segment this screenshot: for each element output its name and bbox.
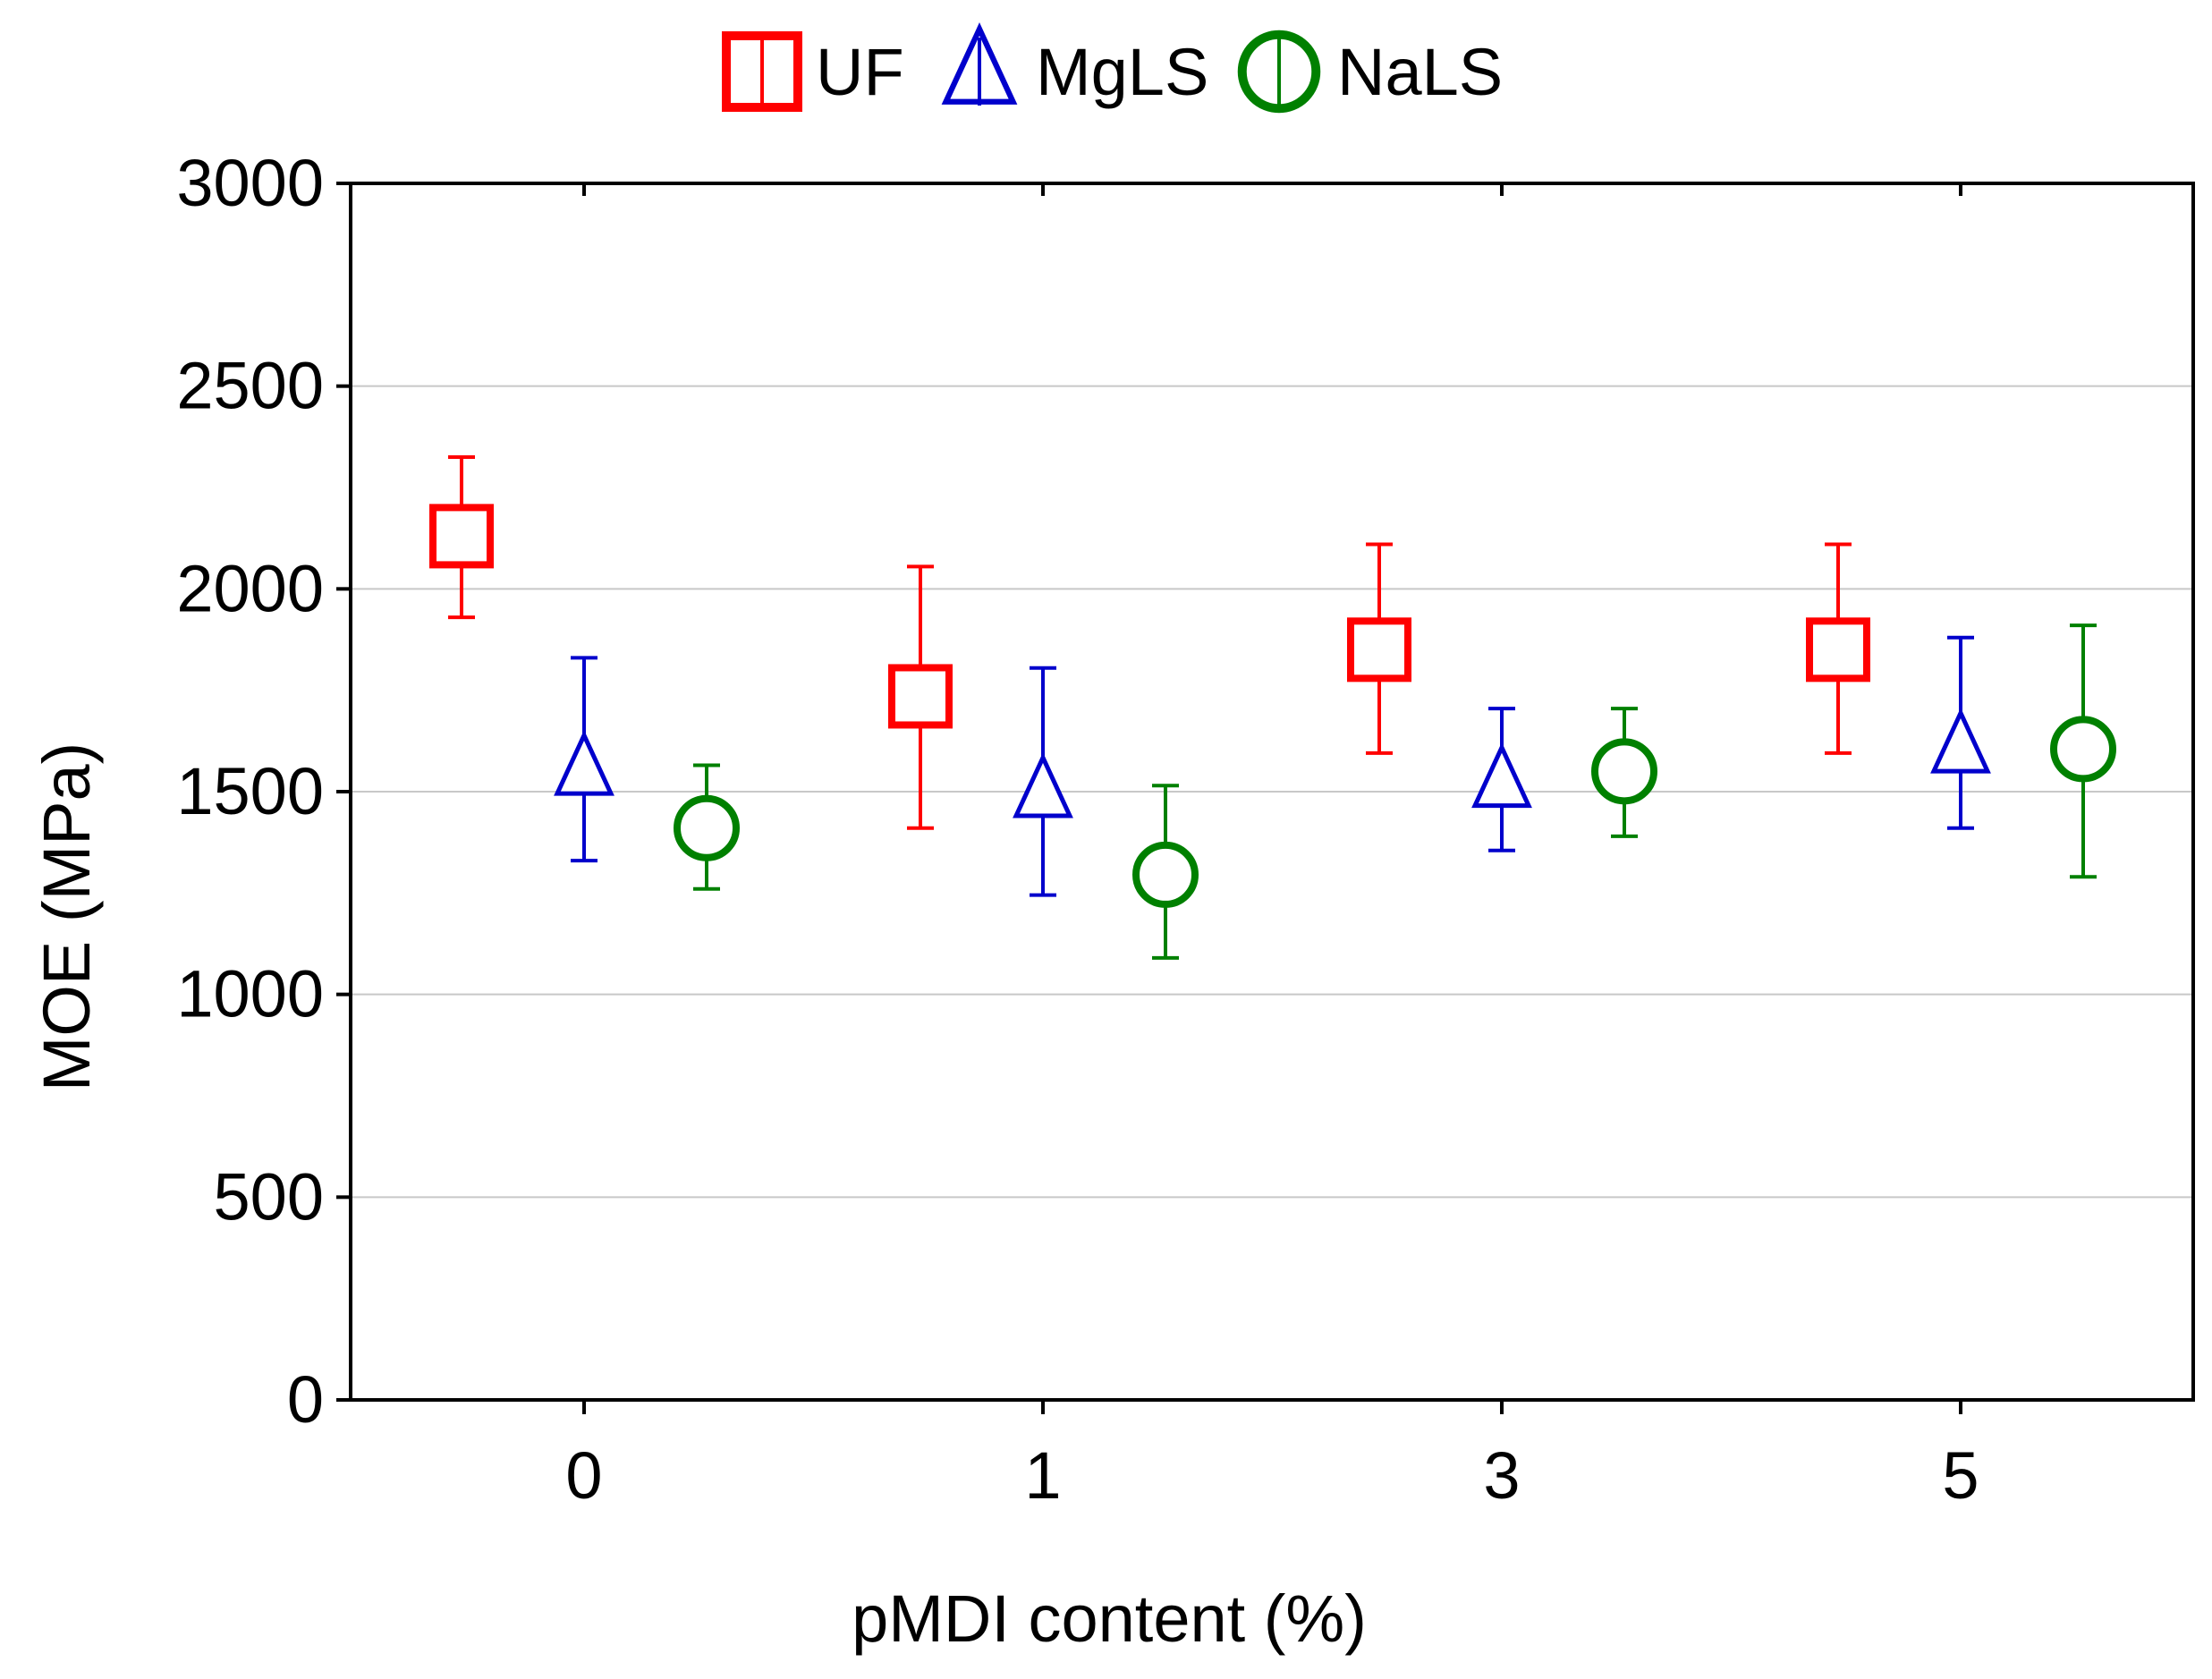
legend-label-NaLS: NaLS [1337, 35, 1503, 109]
y-tick-label-2000: 2000 [176, 551, 324, 625]
axes: 0 500 1000 1500 2000 2500 3000 0 1 3 5 [176, 146, 2195, 1513]
point-UF-3 [1347, 617, 1411, 683]
x-tick-label-0: 0 [565, 1438, 602, 1513]
legend-item-MgLS: MgLS [941, 22, 1208, 109]
point-NaLS-5 [2050, 716, 2116, 783]
point-MgLS-3 [1471, 742, 1532, 809]
grid-lines [351, 385, 2193, 1199]
legend-item-NaLS: NaLS [1237, 30, 1503, 114]
x-tick-label-1: 1 [1024, 1438, 1061, 1513]
point-NaLS-0 [674, 794, 740, 861]
series-UF [429, 455, 1870, 830]
x-tick-label-5: 5 [1942, 1438, 1979, 1513]
legend-item-UF: UF [722, 31, 904, 112]
y-tick-label-1500: 1500 [176, 754, 324, 828]
legend-label-MgLS: MgLS [1036, 35, 1208, 109]
y-tick-label-2500: 2500 [176, 349, 324, 423]
y-tick-label-1000: 1000 [176, 957, 324, 1031]
point-UF-1 [888, 664, 953, 729]
point-UF-5 [1806, 617, 1870, 683]
point-MgLS-5 [1930, 708, 1991, 774]
legend: UF MgLS NaLS [722, 22, 1503, 114]
point-UF-0 [429, 504, 494, 569]
point-MgLS-0 [554, 730, 614, 796]
data-points [429, 455, 2116, 960]
x-tick-label-3: 3 [1483, 1438, 1520, 1513]
series-NaLS [674, 623, 2116, 960]
point-MgLS-1 [1013, 752, 1073, 818]
y-tick-label-500: 500 [214, 1159, 324, 1234]
point-NaLS-1 [1132, 841, 1199, 908]
y-tick-label-3000: 3000 [176, 146, 324, 220]
y-axis-label: MOE (MPa) [30, 742, 104, 1092]
legend-label-UF: UF [816, 35, 904, 109]
x-axis-label: pMDI content (%) [852, 1581, 1367, 1656]
y-tick-label-0: 0 [287, 1362, 324, 1437]
series-MgLS [554, 635, 1991, 897]
point-NaLS-3 [1591, 738, 1657, 805]
